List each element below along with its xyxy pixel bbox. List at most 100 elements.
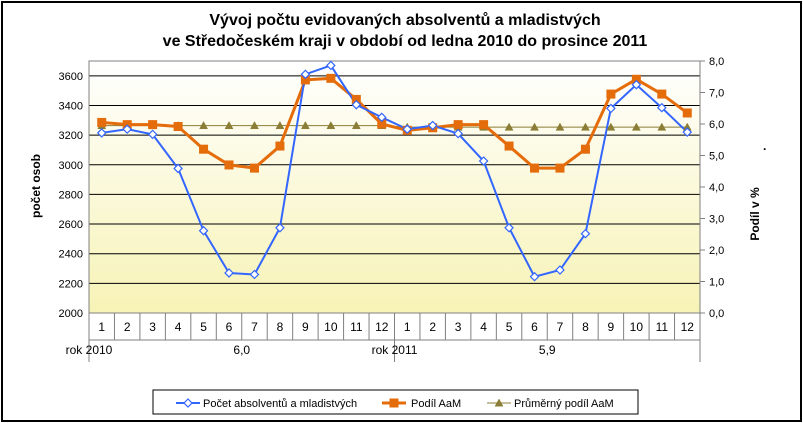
absolvents-point bbox=[478, 156, 489, 166]
share-point bbox=[606, 89, 616, 99]
year-average-label: 5,9 bbox=[539, 343, 556, 357]
x-tick-label: 5 bbox=[506, 320, 513, 334]
x-tick-label: 3 bbox=[149, 320, 156, 334]
x-tick-label: 1 bbox=[404, 320, 411, 334]
absolvents-point bbox=[249, 269, 260, 280]
left-axis-ticks: 2000 2200 2400 2600 2800 3000 3200 3400 3600 bbox=[59, 71, 83, 320]
x-tick-label: 8 bbox=[277, 320, 284, 334]
chart-title-line2: ve Středočeském kraji v období od ledna … bbox=[163, 33, 648, 50]
left-tick-label: 3600 bbox=[59, 71, 83, 83]
absolvents-point bbox=[147, 129, 158, 140]
left-tick-label: 2800 bbox=[59, 189, 83, 201]
absolvents-point bbox=[453, 128, 463, 139]
share-point bbox=[682, 108, 692, 118]
x-tick-label: 4 bbox=[175, 320, 182, 334]
share-point bbox=[148, 120, 158, 130]
right-tick-label: 1,0 bbox=[709, 277, 724, 289]
right-tick-label: 0,0 bbox=[709, 308, 724, 320]
absolvents-point bbox=[427, 120, 438, 131]
x-tick-label: 4 bbox=[480, 320, 487, 334]
legend: Počet absolventů a mladistvých Podíl AaM P… bbox=[152, 389, 639, 415]
legend-label-share: Podíl AaM bbox=[411, 398, 461, 410]
left-tick-label: 2000 bbox=[59, 308, 83, 320]
x-tick-label: 2 bbox=[429, 320, 436, 334]
absolvents-point bbox=[529, 271, 540, 282]
right-tick-label: 2,0 bbox=[709, 245, 724, 257]
legend-label-absolvents: Počet absolventů a mladistvých bbox=[203, 398, 357, 410]
share-point bbox=[580, 144, 590, 154]
absolvents-point bbox=[122, 124, 133, 135]
absolvents-point bbox=[631, 79, 642, 90]
side-note-dot: . bbox=[763, 139, 766, 153]
average-share-point bbox=[250, 121, 259, 130]
share-point bbox=[249, 163, 259, 173]
left-tick-label: 3000 bbox=[59, 160, 83, 172]
average-share-point bbox=[351, 121, 361, 130]
plot-area bbox=[88, 60, 701, 314]
x-tick-label: 11 bbox=[656, 320, 669, 334]
absolvents-point bbox=[402, 124, 413, 135]
x-tick-label: 12 bbox=[681, 320, 695, 334]
absolvents-point bbox=[656, 102, 667, 113]
average-share-point bbox=[300, 121, 310, 130]
average-share-point bbox=[631, 122, 641, 131]
absolvents-point bbox=[504, 222, 514, 233]
series-line-absolvents bbox=[101, 64, 688, 278]
absolvents-point bbox=[682, 127, 693, 138]
series-markers bbox=[96, 60, 693, 282]
average-share-point bbox=[504, 122, 514, 131]
average-share-point bbox=[657, 122, 667, 131]
year-group-label: rok 2010 bbox=[66, 343, 113, 357]
right-tick-label: 8,0 bbox=[709, 56, 724, 68]
absolvents-point bbox=[326, 60, 336, 71]
absolvents-point bbox=[300, 69, 311, 80]
share-point bbox=[453, 120, 463, 130]
absolvents-point bbox=[351, 99, 362, 110]
year-average-label: 6,0 bbox=[233, 343, 250, 357]
average-share-point bbox=[326, 121, 336, 130]
x-tick-label: 5 bbox=[200, 320, 207, 334]
absolvents-point bbox=[555, 265, 565, 275]
legend-marker-absolvents bbox=[183, 398, 193, 408]
share-point bbox=[504, 141, 514, 151]
x-tick-label: 6 bbox=[226, 320, 233, 334]
x-tick-label: 7 bbox=[251, 320, 258, 334]
average-share-point bbox=[555, 122, 565, 131]
x-tick-label: 7 bbox=[557, 320, 564, 334]
x-tick-label: 9 bbox=[302, 320, 309, 334]
x-tick-label: 3 bbox=[455, 320, 462, 334]
legend-marker-average-share bbox=[494, 398, 504, 407]
gridlines bbox=[88, 61, 700, 313]
share-point bbox=[173, 122, 183, 132]
right-axis-title: Podíl v % bbox=[748, 187, 762, 241]
chart-title-line1: Vývoj počtu evidovaných absolventů a mla… bbox=[209, 12, 600, 29]
x-tick-label: 12 bbox=[375, 320, 389, 334]
average-share-point bbox=[199, 121, 208, 130]
left-tick-label: 2400 bbox=[59, 249, 83, 261]
left-tick-label: 2200 bbox=[59, 278, 83, 290]
absolvents-point bbox=[606, 103, 616, 114]
share-point bbox=[199, 144, 209, 154]
right-tick-label: 3,0 bbox=[709, 214, 724, 226]
average-share-point bbox=[224, 121, 234, 130]
absolvents-point bbox=[198, 225, 209, 236]
absolvents-point bbox=[173, 163, 183, 174]
share-point bbox=[275, 141, 285, 151]
right-tick-label: 4,0 bbox=[709, 182, 724, 194]
share-point bbox=[479, 120, 489, 130]
left-tick-label: 3200 bbox=[59, 130, 83, 142]
x-tick-label: 1 bbox=[98, 320, 105, 334]
average-share-point bbox=[606, 122, 616, 131]
average-share-point bbox=[581, 122, 590, 131]
left-tick-label: 3400 bbox=[59, 100, 83, 112]
x-tick-label: 8 bbox=[582, 320, 589, 334]
right-tick-label: 5,0 bbox=[709, 151, 724, 163]
absolvents-point bbox=[224, 268, 234, 278]
left-tick-label: 2600 bbox=[59, 219, 83, 231]
left-axis-title: počet osob bbox=[29, 154, 43, 218]
absolvents-point bbox=[275, 222, 285, 233]
x-tick-label: 6 bbox=[531, 320, 538, 334]
legend-label-average-share: Průměrný podíl AaM bbox=[514, 398, 614, 410]
